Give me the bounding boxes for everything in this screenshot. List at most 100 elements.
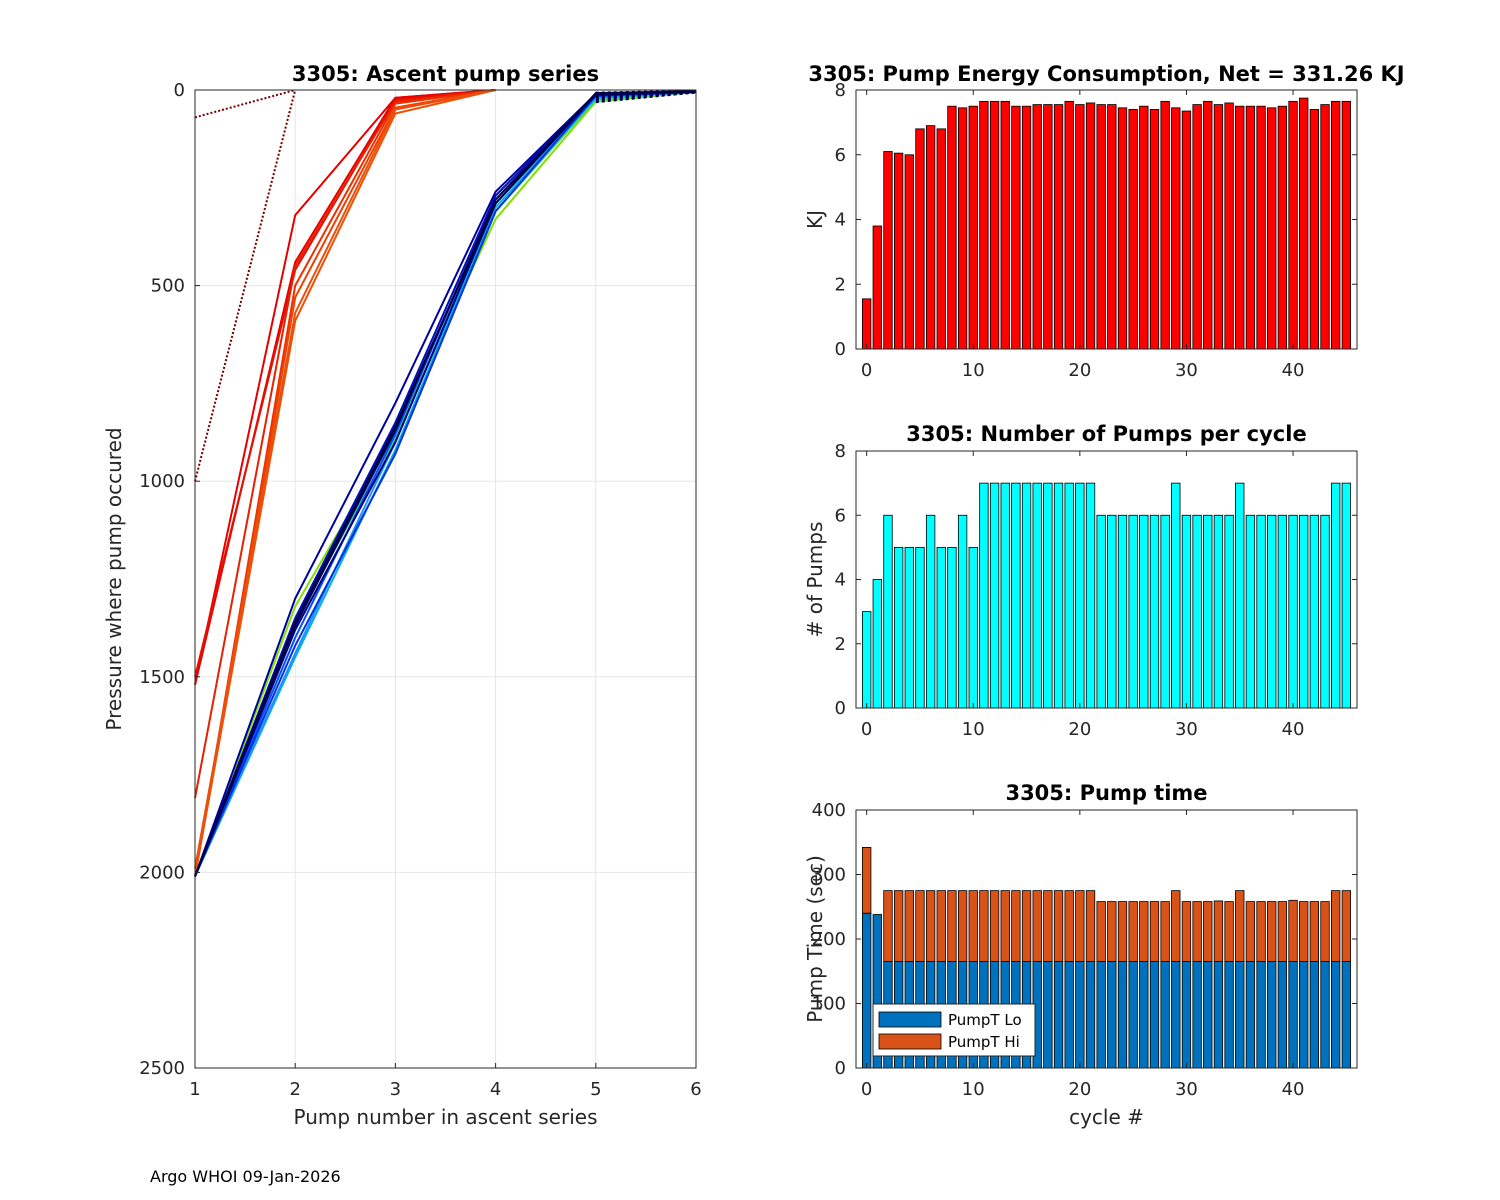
- pumps-bar: [1181, 514, 1192, 709]
- pumptime-bar-lo: [1139, 961, 1149, 1069]
- energy-bar: [1117, 107, 1128, 350]
- energy-bar: [1064, 100, 1074, 350]
- pumptime-bar-hi: [1117, 901, 1128, 962]
- pumptime-bar-lo: [1096, 961, 1106, 1069]
- ascent-x-tick-label: 6: [690, 1079, 701, 1100]
- pumps-bar: [1277, 514, 1288, 709]
- pumps-y-tick-label: 4: [835, 570, 846, 591]
- ascent-x-label: Pump number in ascent series: [293, 1105, 597, 1129]
- pumps-bar: [1256, 514, 1266, 709]
- energy-x-tick-label: 30: [1175, 360, 1198, 381]
- ascent-axes-box: [194, 89, 697, 1069]
- pumptime-bar-hi: [1107, 901, 1117, 962]
- pumptime-legend-swatch: [878, 1011, 942, 1028]
- energy-bar: [1032, 104, 1042, 350]
- pumps-bar: [989, 482, 1000, 709]
- ascent-series-line: [194, 89, 297, 482]
- pumptime-bar-lo: [1288, 961, 1298, 1069]
- pumptime-bar-hi: [1075, 890, 1085, 962]
- energy-bar: [1128, 109, 1138, 350]
- pumptime-bar-lo: [1107, 961, 1117, 1069]
- energy-bar: [1085, 102, 1096, 350]
- ascent-y-tick-label: 500: [151, 276, 185, 297]
- pumptime-bar-hi: [1203, 901, 1213, 962]
- pumptime-y-label: Pump Time (sec): [803, 855, 827, 1023]
- ascent-background: [195, 90, 696, 1068]
- pumptime-bar-lo: [1149, 961, 1160, 1069]
- energy-bar: [1053, 104, 1064, 350]
- energy-bar: [1107, 104, 1117, 350]
- pumptime-bar-hi: [957, 890, 968, 962]
- pumps-bar: [1021, 482, 1032, 709]
- ascent-x-tick-label: 4: [490, 1079, 501, 1100]
- energy-y-tick-label: 0: [835, 339, 846, 360]
- pumptime-bar-lo: [1117, 961, 1128, 1069]
- pumps-bar: [872, 579, 882, 709]
- pumptime-bar-hi: [883, 890, 893, 962]
- energy-bar: [1011, 105, 1021, 350]
- pumptime-bar-hi: [1011, 890, 1021, 962]
- pumptime-bar-hi: [1245, 901, 1256, 962]
- pumps-bar: [1299, 514, 1309, 709]
- energy-bar: [1192, 104, 1202, 350]
- pumptime-bar-hi: [1213, 900, 1224, 962]
- ascent-x-tick-label: 2: [289, 1079, 300, 1100]
- ascent-y-label: Pressure where pump occured: [102, 427, 126, 730]
- pumps-bar: [1011, 482, 1021, 709]
- pumps-bar: [957, 514, 968, 709]
- pumps-x-tick-label: 20: [1068, 719, 1091, 740]
- pumptime-bar-hi: [1235, 890, 1245, 962]
- pumptime-bar-lo: [1181, 961, 1192, 1069]
- pumptime-bar-hi: [1085, 890, 1096, 962]
- pumps-y-tick-label: 6: [835, 505, 846, 526]
- pumptime-y-tick-label: 0: [835, 1058, 846, 1079]
- pumptime-bar-hi: [861, 847, 872, 914]
- pumps-bar: [1341, 482, 1352, 709]
- pumps-bar: [968, 546, 978, 709]
- energy-bar: [989, 100, 1000, 350]
- pumps-y-label: # of Pumps: [803, 522, 827, 638]
- energy-bar: [1235, 105, 1245, 350]
- energy-bar: [1139, 105, 1149, 350]
- pumptime-bar-lo: [1075, 961, 1085, 1069]
- pumps-bar: [1331, 482, 1341, 709]
- pumptime-bar-lo: [1203, 961, 1213, 1069]
- pumptime-bar-hi: [1331, 890, 1341, 962]
- pumptime-bar-lo: [1064, 961, 1074, 1069]
- energy-bar: [1021, 105, 1032, 350]
- pumptime-bar-hi: [1149, 901, 1160, 962]
- energy-y-tick-label: 6: [835, 145, 846, 166]
- pumptime-bar-hi: [1277, 901, 1288, 962]
- pumptime-bar-hi: [1224, 901, 1234, 962]
- energy-bar: [1224, 102, 1234, 350]
- pumptime-bar-hi: [1288, 899, 1298, 962]
- pumps-bar: [883, 514, 893, 709]
- energy-bar: [872, 225, 882, 350]
- pumptime-bar-hi: [1128, 901, 1138, 962]
- energy-bar: [1203, 100, 1213, 350]
- pumps-bar: [925, 514, 936, 709]
- energy-y-tick-label: 8: [835, 80, 846, 101]
- energy-bar: [1000, 100, 1010, 350]
- pumps-title: 3305: Number of Pumps per cycle: [906, 422, 1306, 446]
- energy-bar: [883, 151, 893, 350]
- energy-bar: [1267, 107, 1277, 350]
- pumptime-bar-hi: [893, 890, 904, 962]
- energy-title: 3305: Pump Energy Consumption, Net = 331…: [808, 62, 1404, 86]
- pumptime-bar-lo: [1320, 961, 1330, 1069]
- pumptime-bar-hi: [1320, 901, 1330, 962]
- ascent-y-tick-label: 0: [174, 80, 185, 101]
- pumptime-x-tick-label: 10: [962, 1079, 985, 1100]
- pumps-bar: [1085, 482, 1096, 709]
- energy-bar: [1277, 105, 1288, 350]
- pumptime-bar-lo: [1128, 961, 1138, 1069]
- pumps-bar: [1128, 514, 1138, 709]
- pumptime-bar-hi: [915, 890, 925, 962]
- pumptime-bar-hi: [1043, 890, 1053, 962]
- pumps-bar: [1000, 482, 1010, 709]
- pumptime-bar-hi: [1341, 890, 1352, 962]
- energy-y-tick-label: 2: [835, 274, 846, 295]
- energy-bar: [1181, 110, 1192, 350]
